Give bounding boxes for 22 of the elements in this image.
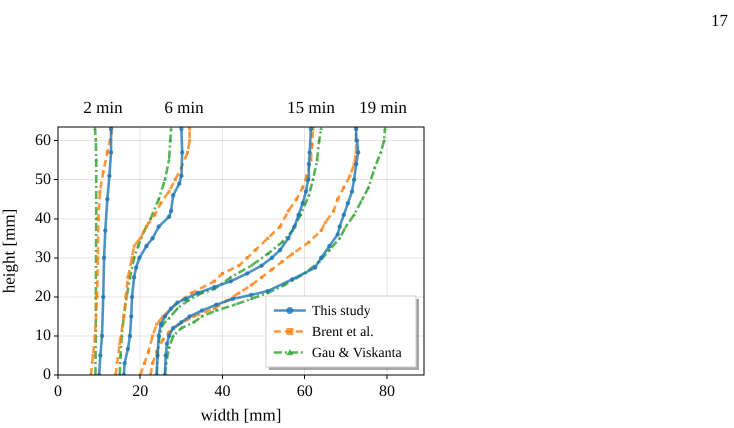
- y-tick-label: 20: [35, 288, 51, 306]
- y-axis-title: height [mm]: [0, 208, 19, 294]
- x-tick-label: 40: [214, 382, 230, 400]
- y-tick-label: 60: [35, 132, 51, 149]
- x-tick-label: 20: [132, 382, 148, 400]
- y-tick-label: 50: [35, 170, 51, 188]
- x-tick-label: 0: [54, 382, 62, 400]
- x-axis-title: width [mm]: [200, 405, 282, 424]
- y-tick-label: 10: [35, 327, 51, 344]
- text: 2 min: [83, 98, 124, 117]
- legend-label: Gau & Viskanta: [312, 346, 403, 362]
- text: 17: [711, 11, 728, 30]
- x-tick-label: 60: [296, 382, 313, 400]
- text: 15 min: [287, 98, 336, 117]
- legend-label: Brent et al.: [312, 325, 374, 340]
- y-tick-label: 0: [43, 366, 51, 384]
- y-tick-label: 30: [35, 249, 51, 266]
- y-tick-label: 40: [35, 210, 51, 227]
- legend-label: This study: [312, 304, 371, 320]
- x-tick-label: 80: [378, 382, 395, 400]
- text: 6 min: [164, 98, 204, 117]
- text: 19 min: [359, 98, 408, 117]
